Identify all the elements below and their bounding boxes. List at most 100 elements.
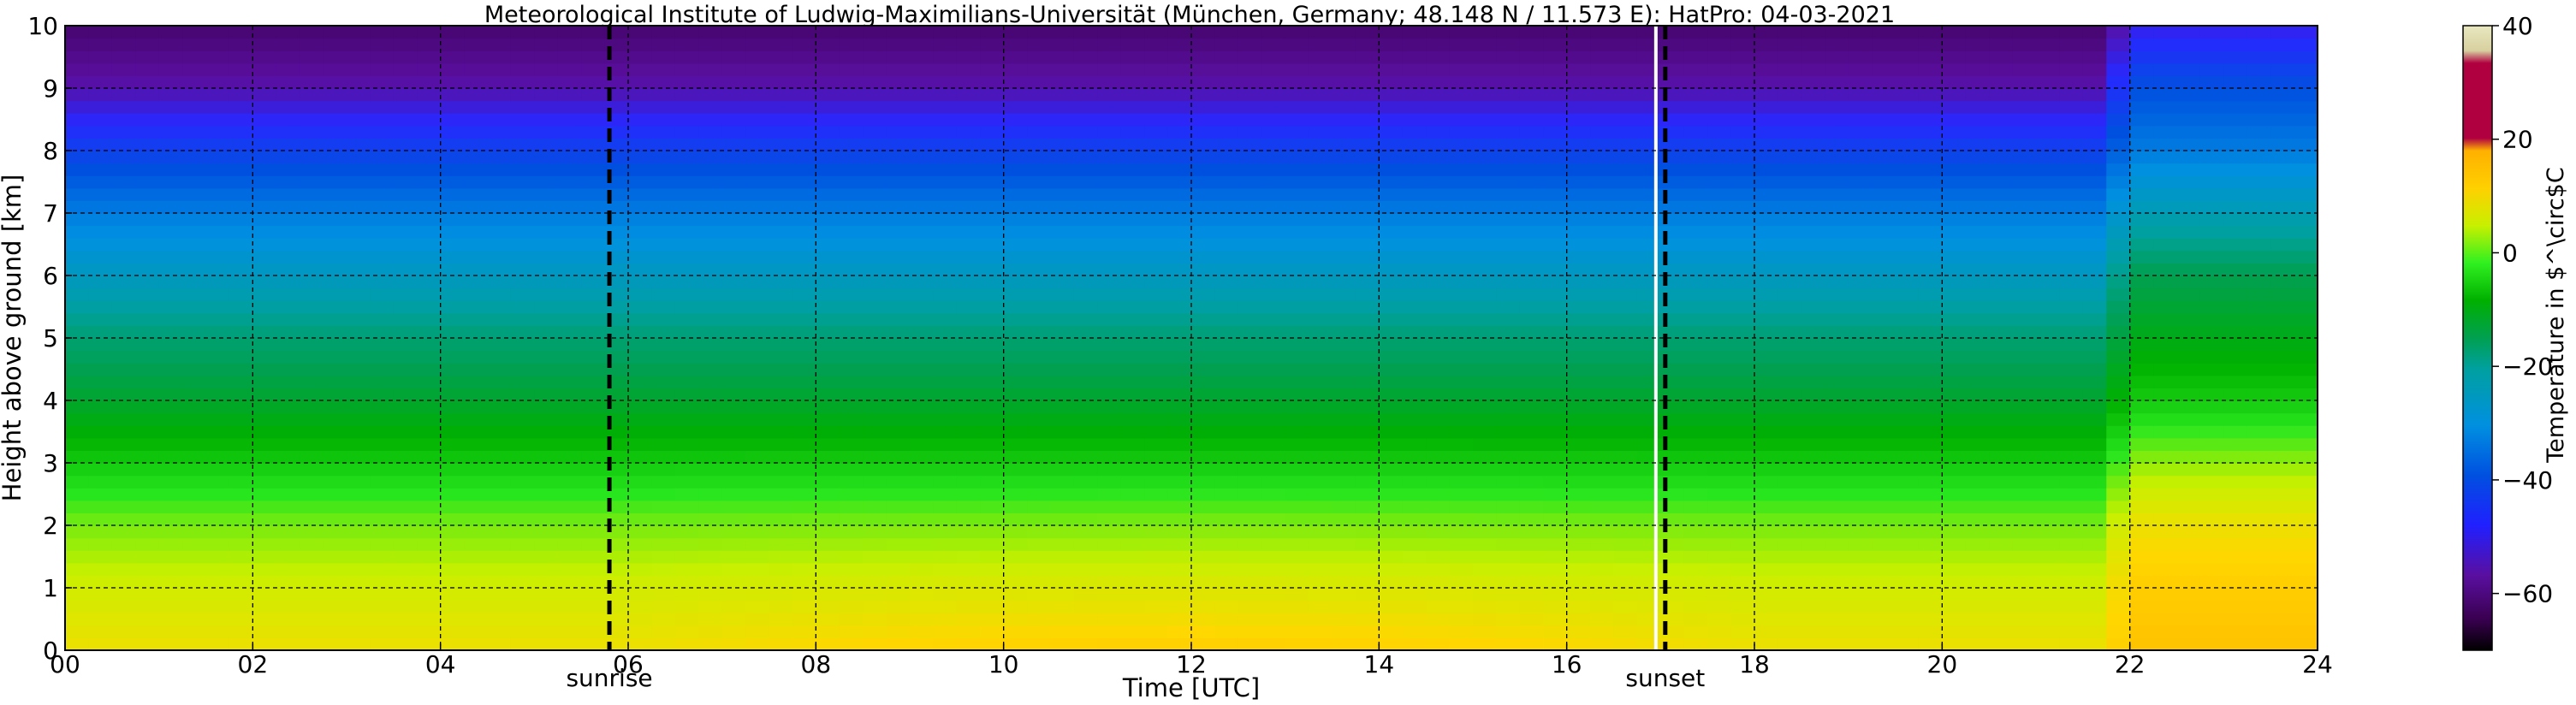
heatmap-cell	[886, 537, 911, 551]
heatmap-cell	[370, 375, 395, 388]
heatmap-cell	[2082, 50, 2107, 64]
heatmap-cell	[2129, 100, 2154, 114]
heatmap-cell	[1473, 637, 1498, 651]
heatmap-cell	[1778, 151, 1802, 164]
heatmap-cell	[1309, 338, 1333, 352]
heatmap-cell	[1309, 450, 1333, 464]
heatmap-cell	[88, 350, 113, 364]
heatmap-cell	[956, 50, 981, 64]
heatmap-cell	[1543, 250, 1568, 264]
heatmap-cell	[910, 588, 935, 601]
heatmap-cell	[1449, 300, 1474, 314]
heatmap-cell	[111, 588, 136, 601]
heatmap-cell	[2247, 488, 2271, 501]
heatmap-cell	[2153, 187, 2178, 201]
heatmap-cell	[2082, 575, 2107, 589]
heatmap-cell	[2199, 62, 2224, 76]
heatmap-cell	[1473, 38, 1498, 51]
heatmap-cell	[1050, 238, 1075, 252]
heatmap-cell	[1073, 613, 1098, 626]
heatmap-cell	[1355, 225, 1380, 239]
heatmap-cell	[839, 138, 864, 151]
heatmap-cell	[1754, 600, 1779, 613]
heatmap-cell	[1238, 500, 1262, 513]
heatmap-cell	[1285, 263, 1309, 276]
heatmap-cell	[1144, 200, 1169, 214]
heatmap-cell	[1918, 250, 1943, 264]
heatmap-cell	[769, 62, 793, 76]
heatmap-cell	[956, 637, 981, 651]
heatmap-cell	[1167, 550, 1192, 564]
heatmap-cell	[1167, 463, 1192, 477]
heatmap-cell	[2176, 437, 2201, 451]
heatmap-cell	[1895, 325, 1920, 339]
heatmap-cell	[2223, 187, 2248, 201]
heatmap-cell	[2176, 275, 2201, 289]
heatmap-cell	[252, 250, 277, 264]
heatmap-cell	[370, 600, 395, 613]
heatmap-cell	[393, 588, 418, 601]
heatmap-cell	[1120, 588, 1145, 601]
heatmap-cell	[2036, 50, 2061, 64]
heatmap-cell	[1613, 463, 1638, 477]
heatmap-cell	[1355, 151, 1380, 164]
heatmap-cell	[745, 175, 770, 189]
heatmap-cell	[2036, 125, 2061, 139]
heatmap-cell	[1120, 88, 1145, 102]
heatmap-cell	[651, 312, 676, 326]
heatmap-cell	[182, 588, 207, 601]
heatmap-cell	[229, 275, 253, 289]
heatmap-cell	[933, 213, 958, 227]
heatmap-cell	[2036, 38, 2061, 51]
heatmap-cell	[1590, 62, 1615, 76]
heatmap-cell	[2036, 187, 2061, 201]
heatmap-cell	[1073, 437, 1098, 451]
heatmap-cell	[769, 287, 793, 301]
heatmap-cell	[769, 312, 793, 326]
heatmap-cell	[1801, 550, 1825, 564]
heatmap-cell	[182, 512, 207, 526]
heatmap-cell	[1543, 187, 1568, 201]
heatmap-cell	[910, 625, 935, 638]
heatmap-cell	[1590, 537, 1615, 551]
heatmap-cell	[557, 113, 582, 127]
heatmap-cell	[769, 500, 793, 513]
heatmap-cell	[2106, 450, 2131, 464]
heatmap-cell	[1097, 175, 1122, 189]
heatmap-cell	[65, 263, 90, 276]
y-tick-label: 1	[43, 574, 58, 602]
heatmap-cell	[557, 388, 582, 401]
heatmap-cell	[1449, 350, 1474, 364]
heatmap-cell	[980, 225, 1005, 239]
heatmap-cell	[1144, 163, 1169, 176]
heatmap-cell	[534, 275, 559, 289]
heatmap-cell	[2153, 350, 2178, 364]
heatmap-cell	[135, 88, 160, 102]
heatmap-cell	[745, 213, 770, 227]
heatmap-cell	[323, 75, 347, 89]
heatmap-cell	[229, 225, 253, 239]
heatmap-cell	[792, 300, 816, 314]
heatmap-cell	[393, 287, 418, 301]
heatmap-cell	[933, 412, 958, 426]
heatmap-cell	[721, 250, 746, 264]
heatmap-cell	[886, 463, 911, 477]
heatmap-cell	[1332, 463, 1356, 477]
heatmap-cell	[863, 125, 887, 139]
heatmap-cell	[1754, 613, 1779, 626]
heatmap-cell	[1120, 450, 1145, 464]
heatmap-cell	[510, 151, 535, 164]
heatmap-cell	[1144, 512, 1169, 526]
heatmap-cell	[510, 75, 535, 89]
heatmap-cell	[229, 75, 253, 89]
heatmap-cell	[651, 562, 676, 576]
heatmap-cell	[651, 325, 676, 339]
heatmap-cell	[1918, 225, 1943, 239]
heatmap-cell	[1613, 88, 1638, 102]
heatmap-cell	[1730, 537, 1755, 551]
heatmap-cell	[2199, 175, 2224, 189]
heatmap-cell	[1989, 525, 2014, 539]
heatmap-cell	[2247, 338, 2271, 352]
heatmap-cell	[440, 350, 465, 364]
heatmap-cell	[863, 375, 887, 388]
